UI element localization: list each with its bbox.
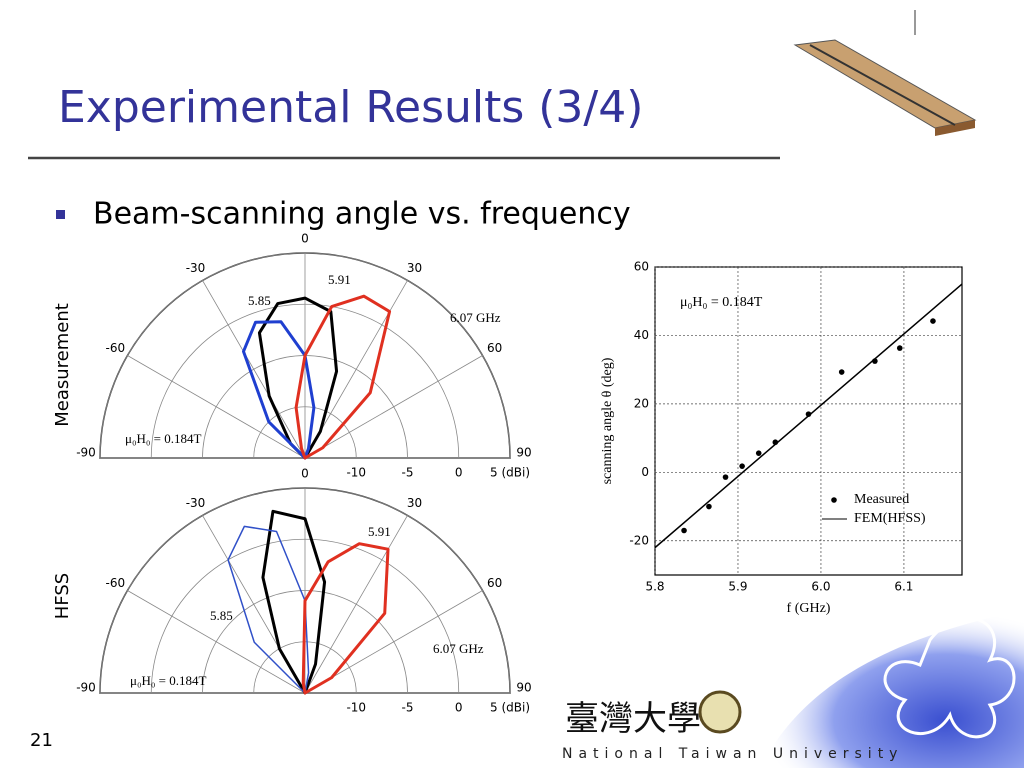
- pattern-curve: [294, 294, 392, 460]
- charts: -10 -5 0 5 (dBi) -90 -60 -30 0 30 60 90 5.91 5.85 6.0…: [76, 232, 963, 715]
- curve-label: 5.91: [328, 272, 351, 287]
- data-point: [681, 527, 687, 534]
- logo-seal: [698, 690, 742, 734]
- y-tick-label: 20: [634, 396, 649, 410]
- y-axis-label: scanning angle θ (deg): [600, 357, 615, 484]
- legend-marker: [831, 497, 837, 503]
- curve-label: 5.85: [210, 608, 233, 623]
- r-tick-label: 5 (dBi): [490, 466, 530, 480]
- footer: National Taiwan University: [562, 746, 903, 762]
- annotation: μ₀H₀ = 0.184T: [125, 431, 202, 446]
- angle-tick-label: -90: [76, 446, 96, 460]
- data-point: [755, 450, 762, 456]
- pattern-curve: [242, 320, 316, 460]
- side-label: HFSS: [52, 573, 73, 619]
- angle-tick-label: 90: [516, 681, 531, 695]
- angle-tick-label: -60: [106, 341, 126, 355]
- grid-spoke: [304, 355, 483, 459]
- y-tick-label: -20: [629, 533, 649, 547]
- grid-spoke: [304, 515, 408, 694]
- flower-outline: [883, 616, 1016, 739]
- curve-label: 6.07 GHz: [450, 310, 501, 325]
- logo-text: 臺灣大學: [565, 700, 701, 738]
- r-tick-label: -10: [346, 466, 366, 480]
- grid-spoke: [127, 590, 306, 694]
- pattern-curve: [261, 509, 327, 695]
- page-number: 21: [30, 730, 53, 751]
- data-point: [930, 318, 936, 324]
- r-tick-label: 5 (dBi): [490, 701, 530, 715]
- y-tick-label: 60: [634, 260, 649, 274]
- curve-label: 6.07 GHz: [433, 641, 484, 656]
- r-tick-label: 0: [455, 701, 463, 715]
- side-label: Measurement: [52, 303, 73, 427]
- angle-tick-label: 0: [301, 467, 309, 481]
- angle-tick-label: 60: [487, 576, 502, 590]
- angle-tick-label: -60: [106, 576, 126, 590]
- angle-tick-label: -90: [76, 681, 96, 695]
- pattern-curve: [227, 525, 310, 694]
- y-tick-label: 40: [634, 328, 649, 342]
- grid-spoke: [127, 355, 306, 459]
- bullet-text: Beam-scanning angle vs. frequency: [93, 197, 631, 232]
- angle-tick-label: -30: [186, 261, 206, 275]
- bullet-marker: [56, 210, 65, 219]
- plot-frame: [654, 266, 963, 576]
- x-axis-label: f (GHz): [787, 601, 831, 616]
- curve-label: 5.91: [368, 524, 391, 539]
- data-point: [722, 474, 729, 480]
- angle-tick-label: 30: [407, 261, 422, 275]
- y-tick-label: 0: [641, 465, 649, 479]
- angle-tick-label: 60: [487, 341, 502, 355]
- waveguide-diagram: [793, 10, 977, 136]
- data-point: [838, 369, 845, 375]
- annotation: μ₀H₀ = 0.184T: [130, 673, 207, 688]
- data-point: [739, 463, 745, 469]
- grid-spoke: [202, 280, 306, 459]
- angle-tick-label: -30: [186, 496, 206, 510]
- x-tick-label: 6.0: [811, 580, 830, 594]
- flower-decoration: [760, 610, 1024, 768]
- data-point: [706, 503, 712, 510]
- angle-tick-label: 0: [301, 232, 309, 246]
- pattern-curve: [301, 542, 390, 695]
- angle-tick-label: 30: [407, 496, 422, 510]
- data-point: [896, 345, 903, 351]
- r-tick-label: -10: [346, 701, 366, 715]
- curve-label: 5.85: [248, 293, 271, 308]
- x-tick-label: 6.1: [894, 580, 913, 594]
- r-tick-label: -5: [402, 701, 414, 715]
- r-tick-label: 0: [455, 466, 463, 480]
- x-tick-label: 5.8: [645, 580, 664, 594]
- angle-tick-label: 90: [516, 446, 531, 460]
- r-tick-label: -5: [402, 466, 414, 480]
- legend-label: Measured: [854, 492, 909, 507]
- x-tick-label: 5.9: [728, 580, 747, 594]
- slide-title: Experimental Results (3/4): [58, 82, 643, 133]
- legend-label: FEM(HFSS): [854, 511, 926, 526]
- pattern-curve: [257, 296, 339, 460]
- fit-line: [654, 283, 963, 549]
- annotation: μ₀H₀ = 0.184T: [680, 295, 763, 310]
